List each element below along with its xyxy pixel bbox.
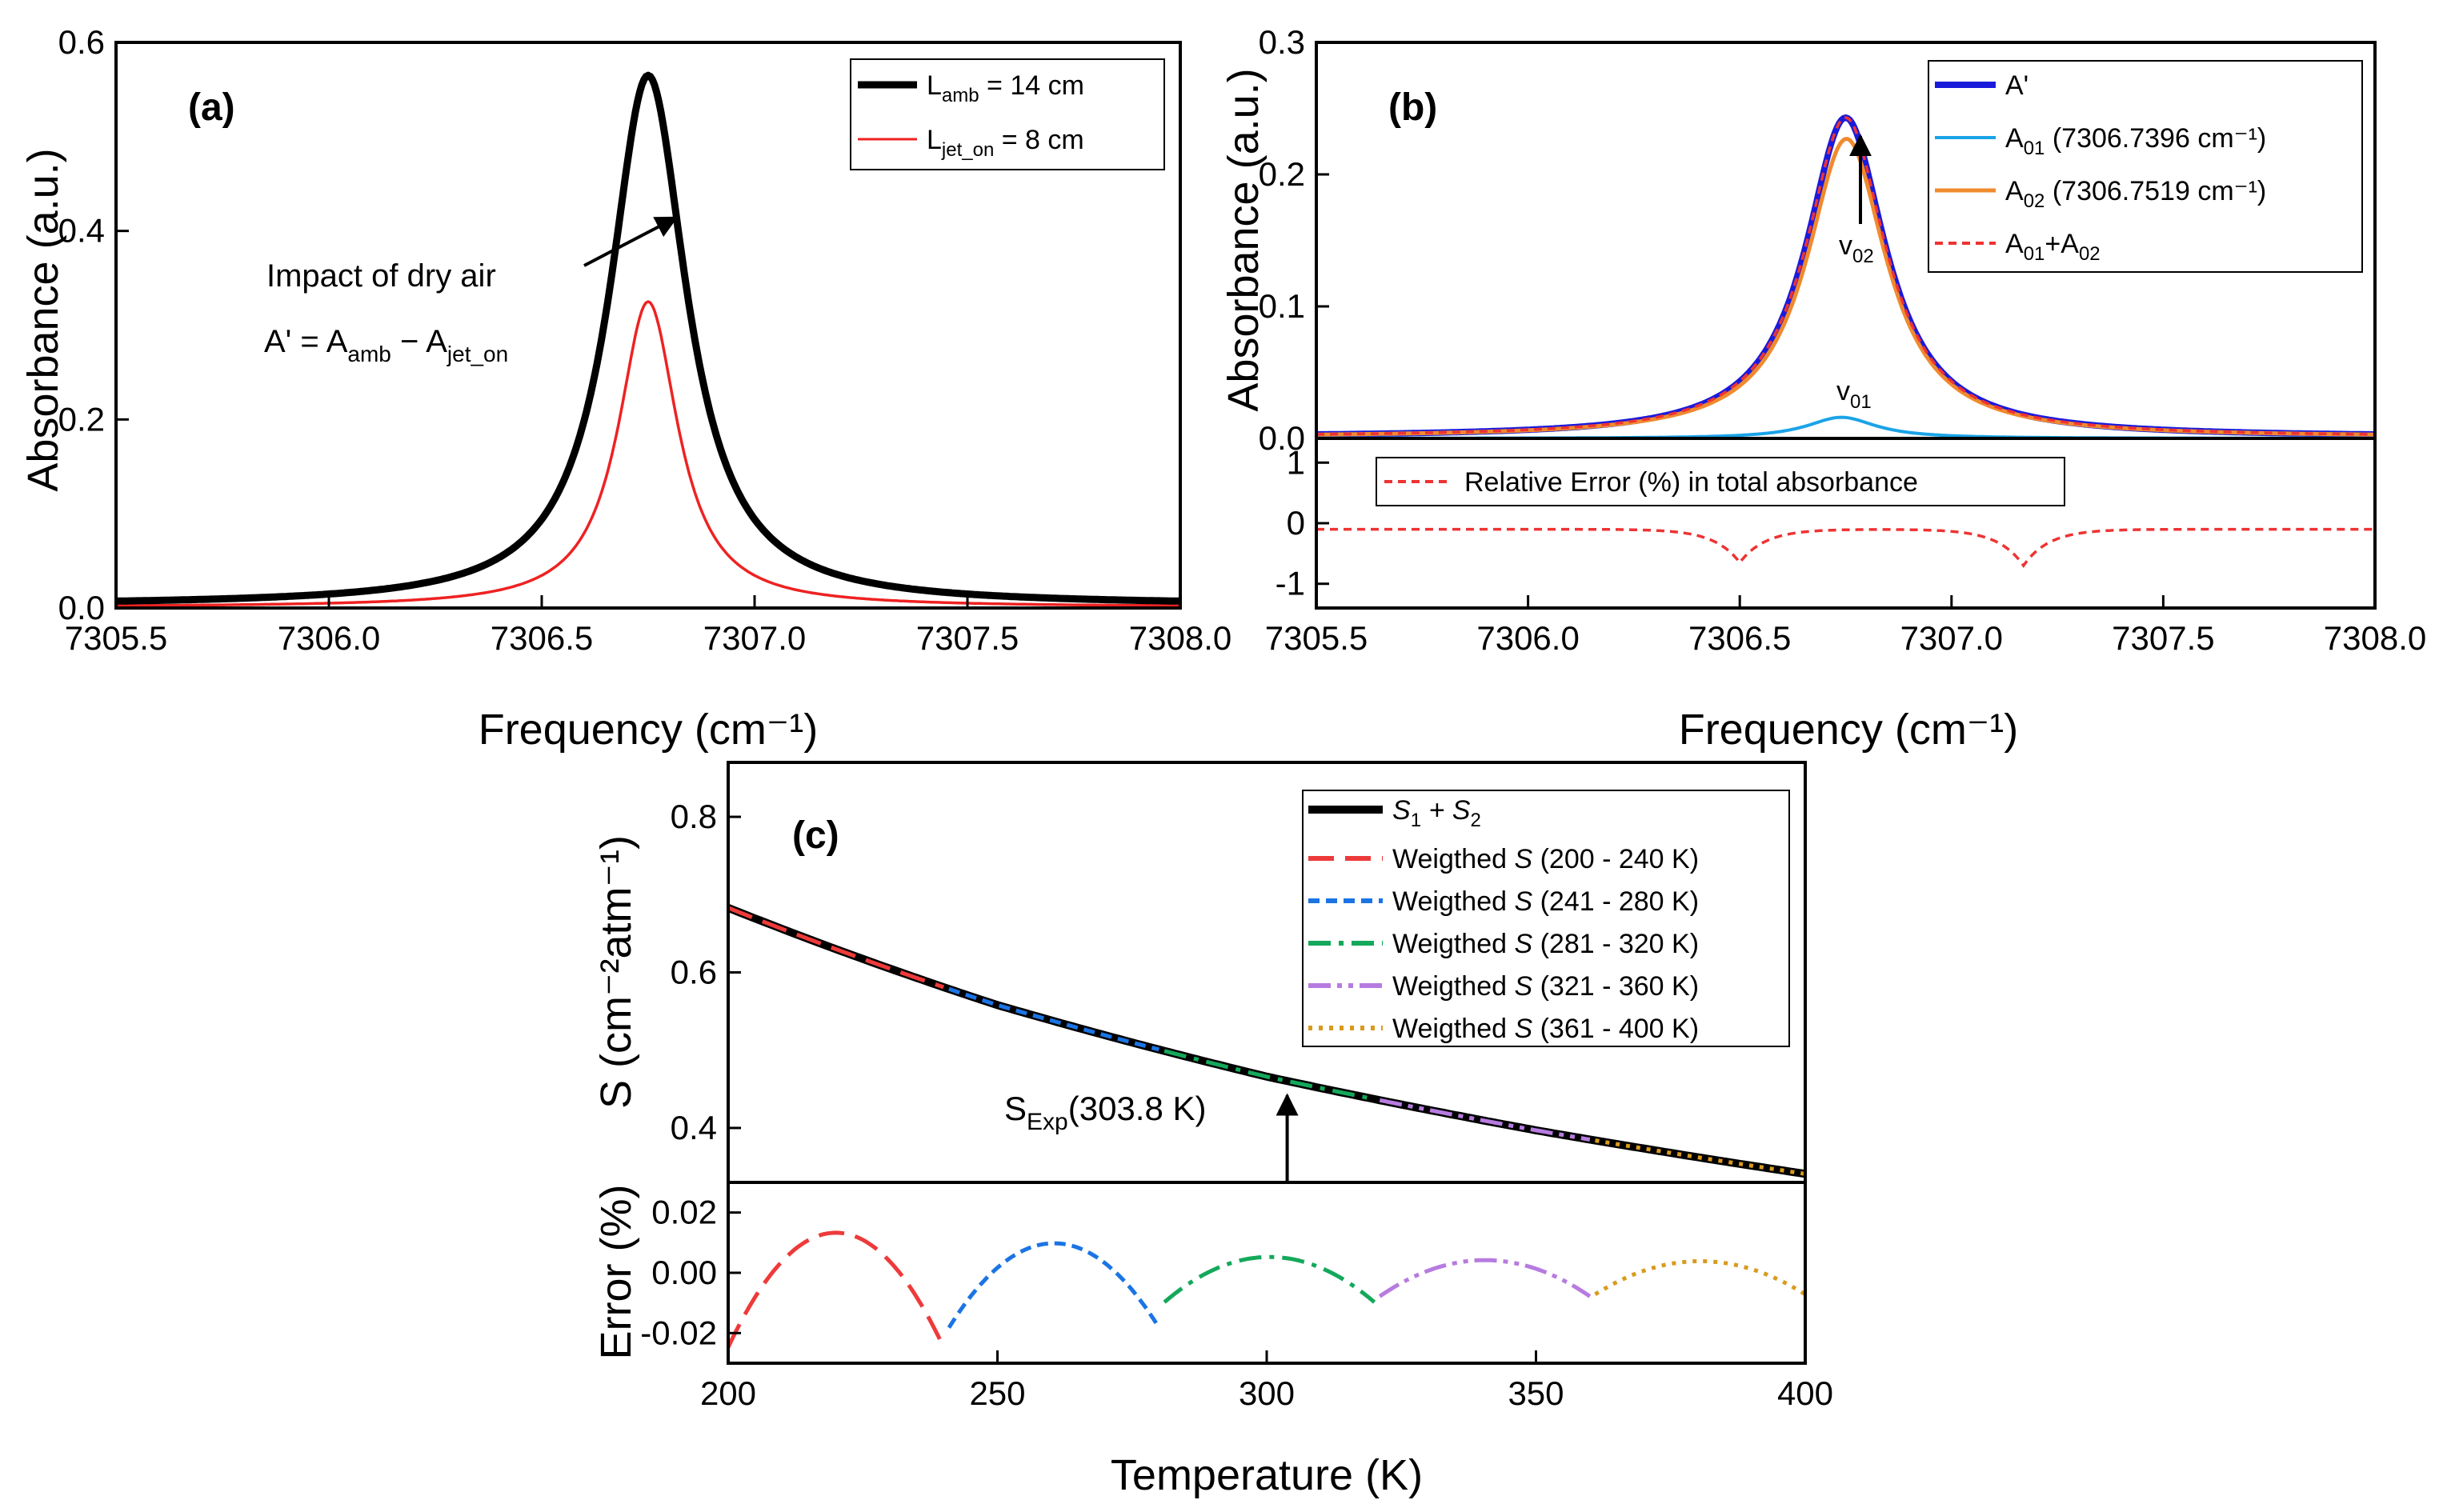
panel-c-label: (c) — [792, 814, 839, 857]
y-tick-label: 0.2 — [1259, 155, 1305, 193]
x-tick-label: 7307.0 — [1900, 619, 2003, 657]
x-tick-label: 7308.0 — [2324, 619, 2426, 657]
weighted-s-segment-1 — [948, 986, 1160, 1052]
panel-b-error-legend: Relative Error (%) in total absorbance — [1376, 457, 2065, 506]
series-line-3 — [1316, 116, 2375, 436]
weighted-s-segment-2 — [1163, 1049, 1376, 1102]
panel-a-frame — [114, 41, 1182, 610]
panel-c-error-curves — [726, 1230, 1807, 1349]
legend-label-a01: A01 (7306.7396 cm⁻¹) — [2005, 123, 2266, 159]
x-tick-label: 7306.5 — [491, 619, 593, 657]
panel-a-xlabel: Frequency (cm⁻¹) — [479, 706, 819, 754]
legend-label-weighted-s-3: Weigthed S (321 - 360 K) — [1392, 971, 1699, 1002]
error-segment-2 — [1163, 1254, 1376, 1304]
weighted-s-segment-0 — [727, 906, 945, 990]
panel-a-annotation-arrow — [583, 216, 679, 267]
panel-c-ylabel-bottom: Error (%) — [592, 1185, 640, 1360]
panel-b-v02-label: v02 — [1839, 230, 1874, 267]
legend-label-a-prime: A' — [2005, 70, 2028, 101]
error-segment-0 — [726, 1230, 946, 1349]
panel-b-xlabel: Frequency (cm⁻¹) — [1679, 706, 2019, 754]
legend-label-weighted-s-4: Weigthed S (361 - 400 K) — [1392, 1014, 1699, 1044]
panel-b-v01-label: v01 — [1836, 376, 1872, 413]
weighted-s-segment-4 — [1595, 1138, 1806, 1176]
panel-a-label: (a) — [188, 86, 235, 129]
x-tick-label: 7306.0 — [1476, 619, 1579, 657]
x-tick-label: 7307.5 — [916, 619, 1019, 657]
series-line-1 — [116, 300, 1180, 607]
y-tick-label: 0.1 — [1259, 287, 1305, 325]
legend-label-weighted-s-0: Weigthed S (200 - 240 K) — [1392, 844, 1699, 874]
x-tick-label: 7305.5 — [1265, 619, 1368, 657]
panel-a-ticks: 7305.5 7306.0 7306.5 7307.0 7307.5 7308.0 0.0 0… — [58, 23, 1232, 657]
panel-c-xlabel: Temperature (K) — [1111, 1451, 1423, 1499]
y-tick-label: 0.6 — [671, 954, 717, 991]
x-tick-label: 350 — [1508, 1374, 1564, 1412]
x-tick-label: 7307.0 — [703, 619, 806, 657]
panel-b: 7305.5 7306.0 7306.5 7307.0 7307.5 7308.0 0.0 0… — [1219, 23, 2426, 754]
y-tick-label: -0.02 — [640, 1314, 717, 1351]
panel-c-sexp-label: SExp(303.8 K) — [1004, 1090, 1206, 1135]
x-tick-label: 400 — [1777, 1374, 1833, 1412]
y-tick-label: -1 — [1276, 565, 1305, 602]
relative-error-line — [1316, 527, 2375, 568]
panel-c-ylabel-top: S (cm⁻²atm⁻¹) — [592, 835, 640, 1109]
legend-label-s1-s2: S1 + S2 — [1392, 795, 1481, 831]
panel-b-legend: A' A01 (7306.7396 cm⁻¹) A02 (7306.7519 c… — [1928, 60, 2363, 273]
x-tick-label: 7307.5 — [2112, 619, 2214, 657]
x-tick-label: 200 — [700, 1374, 756, 1412]
panel-c: 200 250 300 350 400 0.4 0.6 0.8 -0.02 0.00 0.02 (c… — [592, 761, 1833, 1499]
panel-c-ticks: 200 250 300 350 400 0.4 0.6 0.8 -0.02 0.00 0.02 — [640, 798, 1833, 1412]
error-segment-4 — [1594, 1259, 1807, 1297]
legend-label-l-amb: Lamb = 14 cm — [927, 70, 1084, 106]
x-tick-label: 7305.5 — [65, 619, 167, 657]
panel-b-error-curve — [1316, 527, 2375, 568]
legend-label-l-jet-on: Ljet_on = 8 cm — [927, 125, 1084, 161]
panel-b-ylabel: Absorbance (a.u.) — [1219, 68, 1268, 411]
legend-label-relative-error: Relative Error (%) in total absorbance — [1464, 467, 1918, 498]
panel-b-ticks: 7305.5 7306.0 7306.5 7307.0 7307.5 7308.0 0.0 0… — [1259, 23, 2427, 657]
x-tick-label: 7306.0 — [278, 619, 380, 657]
error-segment-3 — [1378, 1258, 1592, 1298]
weighted-s-segment-3 — [1379, 1098, 1591, 1142]
panel-a-annotation-line1: Impact of dry air — [266, 258, 496, 294]
y-tick-label: 0.4 — [671, 1109, 717, 1146]
x-tick-label: 250 — [969, 1374, 1025, 1412]
x-tick-label: 7308.0 — [1129, 619, 1232, 657]
panel-a-annotation-line2: A' = Aamb − Ajet_on — [264, 324, 508, 366]
y-tick-label: 0.0 — [1259, 419, 1305, 457]
panel-a-legend: Lamb = 14 cm Ljet_on = 8 cm — [850, 58, 1165, 170]
y-tick-label: 0 — [1287, 504, 1305, 542]
y-tick-label: 0.2 — [58, 400, 105, 438]
y-tick-label: 0.02 — [651, 1194, 717, 1231]
y-tick-label: 0.6 — [58, 23, 105, 61]
series-line-1 — [1316, 415, 2375, 440]
series-line-0 — [114, 71, 1182, 605]
y-tick-label: 0.4 — [58, 212, 105, 250]
x-tick-label: 300 — [1239, 1374, 1295, 1412]
panel-b-label: (b) — [1388, 86, 1437, 129]
error-segment-1 — [947, 1241, 1161, 1329]
panel-c-curves — [727, 904, 1806, 1178]
y-tick-label: 1 — [1287, 443, 1305, 481]
panel-c-legend: S1 + S2 Weigthed S (200 - 240 K)Weigthed… — [1302, 790, 1790, 1047]
legend-label-weighted-s-1: Weigthed S (241 - 280 K) — [1392, 886, 1699, 917]
x-tick-label: 7306.5 — [1688, 619, 1791, 657]
panel-a-curves — [114, 71, 1182, 607]
y-tick-label: 0.8 — [671, 798, 717, 835]
panel-c-legend-rows: Weigthed S (200 - 240 K) Weigthed S (241 … — [1308, 844, 1699, 1044]
y-tick-label: 0.00 — [651, 1254, 717, 1291]
legend-label-a01-a02: A01+A02 — [2005, 229, 2101, 265]
legend-label-a02: A02 (7306.7519 cm⁻¹) — [2005, 176, 2266, 212]
y-tick-label: 0.3 — [1259, 23, 1305, 61]
legend-label-weighted-s-2: Weigthed S (281 - 320 K) — [1392, 929, 1699, 959]
panel-a: 7305.5 7306.0 7306.5 7307.0 7307.5 7308.0 0.0 0… — [19, 23, 1232, 754]
y-tick-label: 0.0 — [58, 589, 105, 626]
panel-b-frame — [1315, 41, 2377, 610]
panel-a-ylabel: Absorbance (a.u.) — [19, 148, 67, 491]
